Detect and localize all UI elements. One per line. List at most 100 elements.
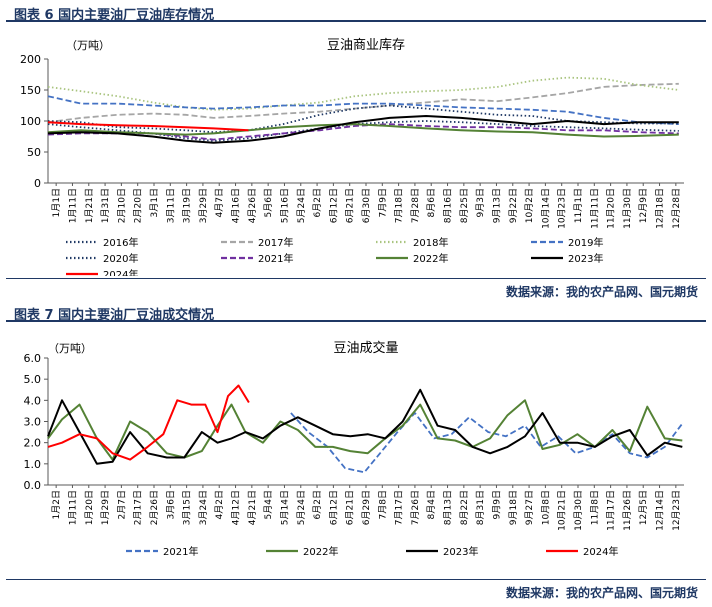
x-tick-label: 1月2日 — [51, 490, 62, 519]
x-tick-label: 9月13日 — [491, 188, 502, 223]
chart-0-unit: （万吨） — [66, 39, 110, 52]
y-tick-label: 0 — [34, 177, 41, 190]
legend-label: 2018年 — [413, 236, 448, 249]
series-line-2023年 — [47, 388, 683, 465]
x-tick-label: 11月17日 — [606, 490, 617, 531]
x-tick-label: 8月22日 — [459, 490, 470, 525]
x-tick-label: 9月27日 — [524, 490, 535, 525]
x-tick-label: 5月24日 — [296, 490, 307, 525]
legend-label: 2021年 — [163, 545, 198, 558]
x-tick-label: 10月14日 — [540, 188, 551, 229]
figure-7-header: 图表 7 国内主要油厂豆油成交情况 — [6, 302, 706, 323]
x-tick-label: 6月2日 — [312, 490, 323, 519]
x-tick-label: 4月12日 — [231, 490, 242, 525]
x-tick-label: 10月23日 — [557, 188, 568, 229]
x-tick-label: 3月24日 — [198, 490, 209, 525]
x-tick-label: 7月28日 — [410, 188, 421, 223]
x-tick-label: 11月8日 — [589, 490, 600, 525]
x-tick-label: 7月9日 — [377, 188, 388, 217]
x-tick-label: 8月16日 — [443, 188, 454, 223]
legend-item: 2022年 — [376, 252, 448, 265]
y-tick-label: 3.0 — [24, 416, 42, 429]
x-tick-label: 6月30日 — [361, 188, 372, 223]
x-tick-label: 7月26日 — [410, 490, 421, 525]
legend-label: 2024年 — [103, 268, 138, 276]
x-tick-label: 12月9日 — [638, 188, 649, 223]
x-tick-label: 11月11日 — [589, 188, 600, 229]
chart-1-unit: （万吨） — [48, 342, 92, 355]
x-tick-label: 9月3日 — [475, 188, 486, 217]
legend-item: 2017年 — [221, 236, 293, 249]
series-line-2022年 — [47, 399, 683, 461]
series-line-2020年 — [47, 104, 679, 134]
x-tick-label: 1月1日 — [51, 188, 62, 217]
y-tick-label: 50 — [27, 146, 41, 159]
y-tick-label: 200 — [20, 53, 41, 66]
x-tick-label: 3月15日 — [182, 490, 193, 525]
x-tick-label: 8月25日 — [459, 188, 470, 223]
x-tick-label: 4月16日 — [231, 188, 242, 223]
x-tick-label: 1月31日 — [100, 188, 111, 223]
x-tick-label: 9月18日 — [508, 490, 519, 525]
x-tick-label: 10月2日 — [524, 188, 535, 223]
x-tick-label: 4月2日 — [214, 490, 225, 519]
x-tick-label: 5月16日 — [279, 188, 290, 223]
x-tick-label: 7月18日 — [394, 188, 405, 223]
legend-item: 2023年 — [406, 545, 478, 558]
legend-item: 2020年 — [66, 252, 138, 265]
figure-6-header: 图表 6 国内主要油厂豆油库存情况 — [6, 2, 706, 23]
x-tick-label: 11月20日 — [606, 188, 617, 229]
legend-label: 2024年 — [583, 545, 618, 558]
legend-label: 2022年 — [413, 252, 448, 265]
x-tick-label: 12月14日 — [655, 490, 666, 531]
legend-item: 2024年 — [546, 545, 618, 558]
series-line-2023年 — [47, 115, 679, 144]
x-tick-label: 12月28日 — [671, 188, 682, 229]
legend-label: 2023年 — [443, 545, 478, 558]
x-tick-label: 6月12日 — [328, 490, 339, 525]
x-tick-label: 6月21日 — [345, 188, 356, 223]
x-tick-label: 12月18日 — [655, 188, 666, 229]
x-tick-label: 3月1日 — [149, 188, 160, 217]
legend-item: 2021年 — [126, 545, 198, 558]
x-tick-label: 3月6日 — [165, 490, 176, 519]
x-tick-label: 9月9日 — [491, 490, 502, 519]
figure-7-source-rule — [6, 579, 706, 580]
x-tick-label: 12月23日 — [671, 490, 682, 531]
x-tick-label: 5月24日 — [296, 188, 307, 223]
legend-item: 2019年 — [531, 236, 603, 249]
y-tick-label: 6.0 — [24, 352, 42, 365]
y-tick-label: 150 — [20, 84, 41, 97]
x-tick-label: 8月6日 — [426, 188, 437, 217]
legend-item: 2016年 — [66, 236, 138, 249]
chart-0-title: 豆油商业库存 — [327, 37, 405, 53]
figure-6-rule — [6, 20, 706, 22]
x-tick-label: 8月31日 — [475, 490, 486, 525]
x-tick-label: 12月5日 — [638, 490, 649, 525]
figure-7-rule — [6, 320, 706, 322]
y-tick-label: 5.0 — [24, 373, 42, 386]
x-tick-label: 2月17日 — [133, 490, 144, 525]
legend-label: 2021年 — [258, 252, 293, 265]
x-tick-label: 5月4日 — [263, 490, 274, 519]
figure-7-source: 数据来源：我的农产品网、国元期货 — [505, 586, 698, 600]
x-tick-label: 11月26日 — [622, 490, 633, 531]
x-tick-label: 1月21日 — [84, 188, 95, 223]
x-tick-label: 2月26日 — [149, 490, 160, 525]
legend-item: 2022年 — [266, 545, 338, 558]
x-tick-label: 11月1日 — [573, 188, 584, 223]
x-tick-label: 6月12日 — [328, 188, 339, 223]
y-tick-label: 4.0 — [24, 394, 42, 407]
y-tick-label: 0.0 — [24, 479, 42, 492]
x-tick-label: 1月20日 — [84, 490, 95, 525]
figure-7-caption: 图表 7 国内主要油厂豆油成交情况 — [14, 308, 215, 323]
x-tick-label: 10月8日 — [540, 490, 551, 525]
x-tick-label: 10月30日 — [573, 490, 584, 531]
legend-item: 2021年 — [221, 252, 293, 265]
x-tick-label: 3月19日 — [182, 188, 193, 223]
legend-label: 2022年 — [303, 545, 338, 558]
figure-6-source: 数据来源：我的农产品网、国元期货 — [505, 285, 698, 299]
legend-item: 2018年 — [376, 236, 448, 249]
x-tick-label: 2月20日 — [133, 188, 144, 223]
legend-item: 2024年 — [66, 268, 138, 276]
